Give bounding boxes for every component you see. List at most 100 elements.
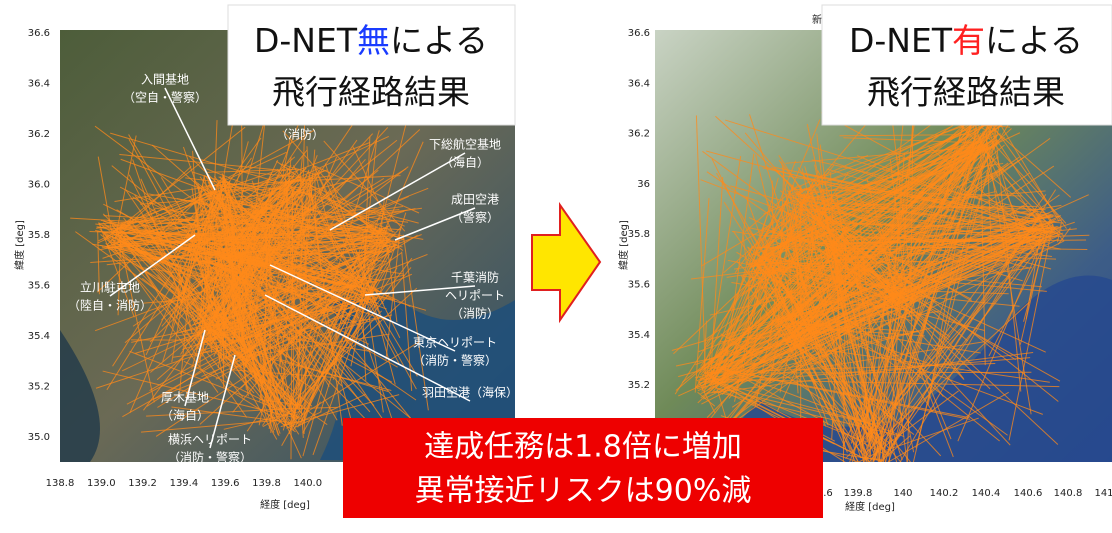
callout-left: D-NET無による 飛行経路結果	[227, 4, 516, 126]
flight-path	[215, 270, 223, 292]
site-label: 下総航空基地	[429, 137, 501, 152]
flight-path	[105, 225, 375, 249]
flight-path	[150, 326, 205, 373]
x-tick-label: 139.4	[170, 478, 199, 489]
flight-path	[861, 315, 871, 446]
flight-path	[988, 137, 1067, 224]
flight-path	[120, 158, 227, 199]
flight-path	[237, 258, 353, 275]
flight-path	[237, 260, 257, 385]
flight-path	[718, 366, 905, 438]
x-axis-label: 経度 [deg]	[260, 498, 310, 511]
flight-path	[102, 370, 299, 419]
flight-path	[306, 146, 309, 167]
flight-path	[183, 360, 306, 422]
flight-path	[695, 224, 1049, 366]
flight-path	[709, 160, 797, 380]
flight-path	[94, 125, 268, 256]
flight-path	[292, 175, 368, 196]
flight-path	[825, 251, 881, 448]
flight-path	[192, 150, 201, 258]
y-tick-label: 36.2	[28, 129, 50, 140]
flight-path	[706, 171, 898, 304]
flight-path	[201, 309, 360, 378]
flight-path	[229, 186, 236, 338]
flight-path	[151, 187, 289, 239]
flight-path	[223, 411, 301, 430]
flight-path	[698, 156, 999, 386]
callout-right: D-NET有による 飛行経路結果	[821, 4, 1112, 126]
flight-path	[862, 424, 886, 462]
flight-path	[905, 294, 1061, 382]
site-label: 厚木基地	[161, 391, 209, 405]
pointer	[164, 87, 216, 191]
site-label: （空自・警察）	[123, 90, 207, 105]
flight-path	[227, 129, 315, 179]
flight-path	[240, 314, 393, 358]
y-tick-label: 36.4	[28, 79, 50, 90]
flight-path	[217, 198, 409, 223]
flight-path	[240, 246, 391, 389]
flight-path	[203, 175, 226, 258]
flight-path	[289, 238, 390, 270]
flight-path	[169, 224, 233, 246]
flight-path	[367, 306, 384, 413]
flight-path	[777, 315, 870, 457]
flight-path	[695, 229, 794, 388]
flight-path	[219, 176, 314, 382]
site-label: 東京ヘリポート	[413, 336, 497, 350]
flight-path	[117, 223, 122, 316]
callout-line: 飛行経路結果	[867, 73, 1065, 112]
x-tick-label: 141	[1094, 488, 1112, 499]
flight-path	[360, 138, 378, 293]
flight-path	[762, 167, 1060, 235]
flight-path	[350, 239, 379, 367]
flight-path	[286, 251, 379, 314]
flight-path	[194, 202, 224, 344]
pointer	[264, 294, 471, 402]
flight-path	[767, 257, 784, 274]
flight-path	[795, 192, 1000, 273]
flight-path	[727, 239, 838, 339]
flight-path	[701, 212, 791, 267]
flight-path	[801, 200, 883, 319]
flight-path	[819, 183, 1049, 218]
x-tick-label: .6	[823, 488, 833, 499]
y-tick-label: 36	[637, 179, 650, 190]
flight-path	[226, 265, 396, 324]
flight-path	[275, 240, 411, 307]
flight-path	[712, 357, 1031, 385]
flight-path	[213, 186, 296, 357]
site-label: 千葉消防	[451, 270, 499, 285]
flight-path	[174, 267, 196, 320]
callout-line: 飛行経路結果	[272, 73, 470, 112]
x-tick-label: 140.2	[930, 488, 959, 499]
flight-path	[294, 267, 412, 409]
flight-path	[731, 285, 910, 408]
flight-path	[708, 230, 846, 371]
site-label: （消防・警察）	[413, 353, 497, 368]
flight-path	[181, 252, 304, 299]
pointer	[184, 329, 206, 407]
flight-path	[980, 146, 986, 366]
flight-path	[678, 370, 699, 378]
flight-path	[102, 231, 125, 250]
flight-path	[246, 239, 274, 322]
flight-path	[775, 256, 971, 324]
flight-path	[215, 217, 221, 252]
flight-path	[879, 435, 911, 462]
flight-path	[769, 191, 806, 383]
pointer	[394, 207, 476, 241]
x-tick-label: 139.0	[87, 478, 116, 489]
flight-path	[745, 262, 886, 290]
flight-path	[241, 120, 266, 342]
flight-path	[239, 235, 378, 254]
flight-path	[813, 227, 1052, 244]
flight-path	[297, 122, 306, 410]
x-tick-label: 139.2	[128, 478, 157, 489]
flight-path	[303, 177, 312, 269]
flight-path	[218, 176, 377, 265]
flight-path	[695, 115, 707, 379]
x-tick-label: 140.6	[1014, 488, 1043, 499]
flight-path	[832, 227, 845, 406]
